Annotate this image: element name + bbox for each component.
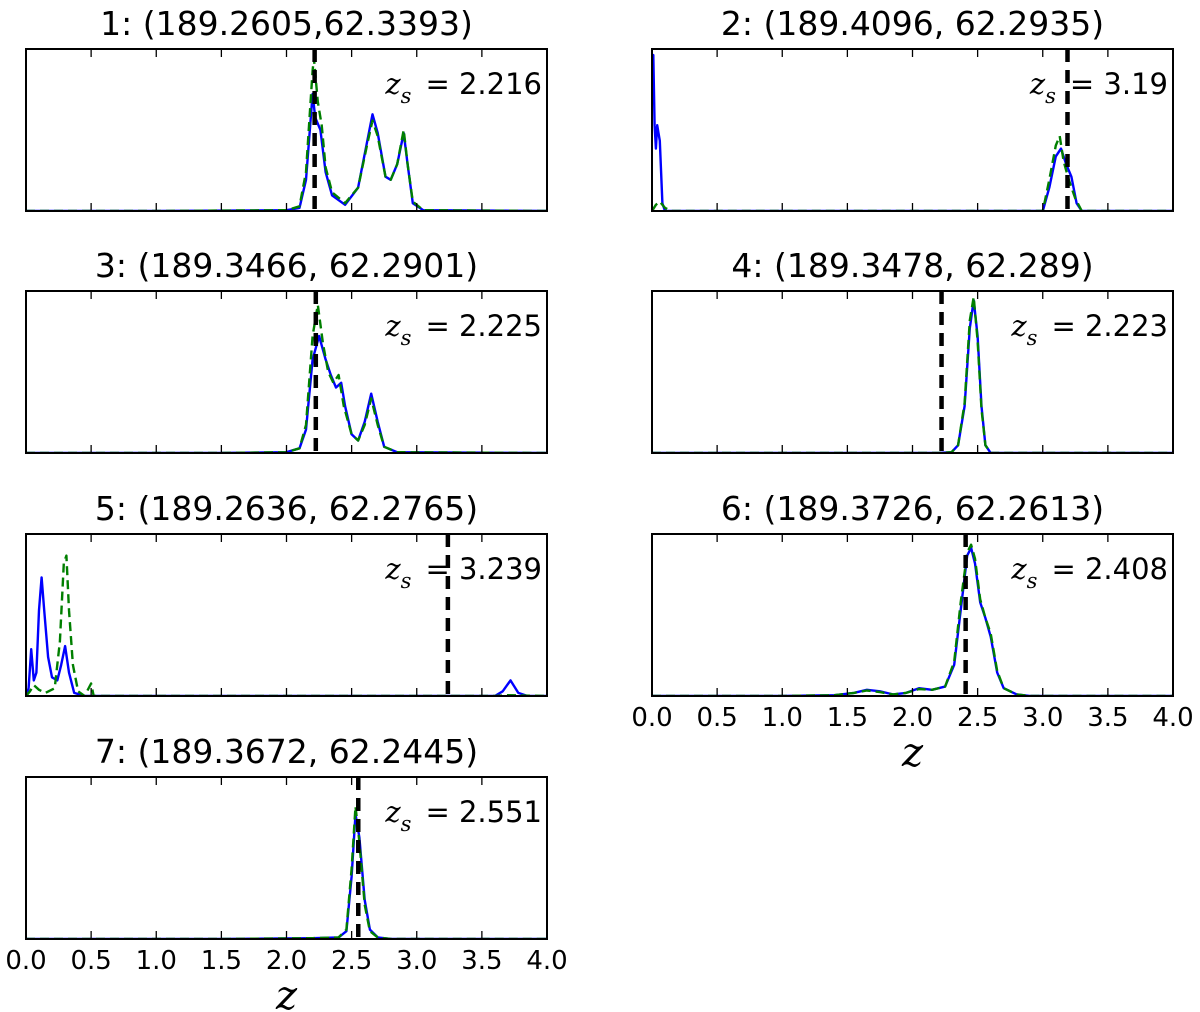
panel-6-xtick-label: 2.5 bbox=[957, 703, 998, 733]
panel-3-series-1 bbox=[26, 334, 547, 453]
panel-7-xtick-label: 1.5 bbox=[201, 946, 242, 976]
panel-6-xtick-label: 0.5 bbox=[696, 703, 737, 733]
panel-6-xtick-label: 1.5 bbox=[827, 703, 868, 733]
panel-6-zs-label: zs = 2.408 bbox=[1010, 552, 1168, 593]
panel-7-xtick-label: 3.5 bbox=[461, 946, 502, 976]
panel-7-xlabel: z bbox=[275, 973, 298, 1012]
panel-3: 3: (189.3466, 62.2901) zs = 2.225 bbox=[25, 246, 548, 454]
panel-7-xtick-label: 3.0 bbox=[396, 946, 437, 976]
panel-3-title: 3: (189.3466, 62.2901) bbox=[95, 246, 478, 285]
panel-6-title: 6: (189.3726, 62.2613) bbox=[721, 489, 1104, 528]
panel-4-zs-label: zs = 2.223 bbox=[1010, 309, 1168, 350]
panel-1-series-1 bbox=[26, 92, 547, 211]
panel-5-series-2 bbox=[26, 554, 547, 696]
panel-7: 7: (189.3672, 62.2445) 0.0 0.5 1.0 1.5 2.0 2.5… bbox=[5, 732, 567, 1012]
panel-2-title: 2: (189.4096, 62.2935) bbox=[721, 4, 1104, 43]
panel-3-zs-label: zs = 2.225 bbox=[384, 309, 542, 350]
panel-3-axes-frame bbox=[25, 290, 548, 454]
panel-1: 1: (189.2605,62.3393) zs = 2.216 bbox=[25, 4, 548, 212]
panel-6-xtick-label: 3.0 bbox=[1022, 703, 1063, 733]
panel-6-xtick-label: 2.0 bbox=[892, 703, 933, 733]
panel-7-axes-frame bbox=[25, 776, 548, 940]
panel-6-xtick-label: 3.5 bbox=[1087, 703, 1128, 733]
panel-5-title: 5: (189.2636, 62.2765) bbox=[95, 489, 478, 528]
panel-6-xtick-label: 0.0 bbox=[631, 703, 672, 733]
panel-5-series-1 bbox=[26, 576, 547, 696]
panel-7-xtick-label: 0.5 bbox=[70, 946, 111, 976]
panel-2-axes-frame bbox=[651, 48, 1174, 212]
panel-6-xtick-label: 4.0 bbox=[1152, 703, 1193, 733]
panel-5-zs-label: zs = 3.239 bbox=[384, 552, 542, 593]
panel-3-series-2 bbox=[26, 303, 547, 453]
panel-2-series-1 bbox=[652, 53, 1173, 211]
panel-7-xtick-label: 4.0 bbox=[526, 946, 567, 976]
panel-4: 4: (189.3478, 62.289) zs = 2.223 bbox=[651, 246, 1174, 454]
panel-1-zs-label: zs = 2.216 bbox=[384, 67, 542, 108]
panel-6: 6: (189.3726, 62.2613) 0.0 0.5 1.0 1.5 2.0 2.5… bbox=[631, 489, 1193, 776]
panel-1-axes-frame bbox=[25, 48, 548, 212]
panel-1-series-2 bbox=[26, 56, 547, 211]
panel-7-series-1 bbox=[26, 813, 547, 939]
panel-6-xtick-label: 1.0 bbox=[762, 703, 803, 733]
panel-6-xlabel: z bbox=[901, 730, 924, 776]
panel-5-axes-frame bbox=[25, 533, 548, 697]
panel-5: 5: (189.2636, 62.2765) zs = 3.239 bbox=[25, 489, 548, 697]
panel-2-series-2 bbox=[652, 134, 1173, 211]
panel-7-title: 7: (189.3672, 62.2445) bbox=[95, 732, 478, 771]
panel-4-title: 4: (189.3478, 62.289) bbox=[731, 246, 1093, 285]
panel-7-xtick-label: 2.0 bbox=[266, 946, 307, 976]
panel-1-title: 1: (189.2605,62.3393) bbox=[100, 4, 473, 43]
panel-7-xtick-label: 1.0 bbox=[136, 946, 177, 976]
panel-6-series-2 bbox=[652, 543, 1173, 696]
panel-2: 2: (189.4096, 62.2935) zs = 3.19 bbox=[651, 4, 1174, 212]
panel-2-zs-label: zs = 3.19 bbox=[1029, 67, 1168, 108]
panel-7-zs-label: zs = 2.551 bbox=[384, 795, 542, 836]
panel-7-xtick-label: 0.0 bbox=[5, 946, 46, 976]
panel-7-xtick-label: 2.5 bbox=[331, 946, 372, 976]
panel-6-axes-frame bbox=[651, 533, 1174, 697]
panel-4-axes-frame bbox=[651, 290, 1174, 454]
